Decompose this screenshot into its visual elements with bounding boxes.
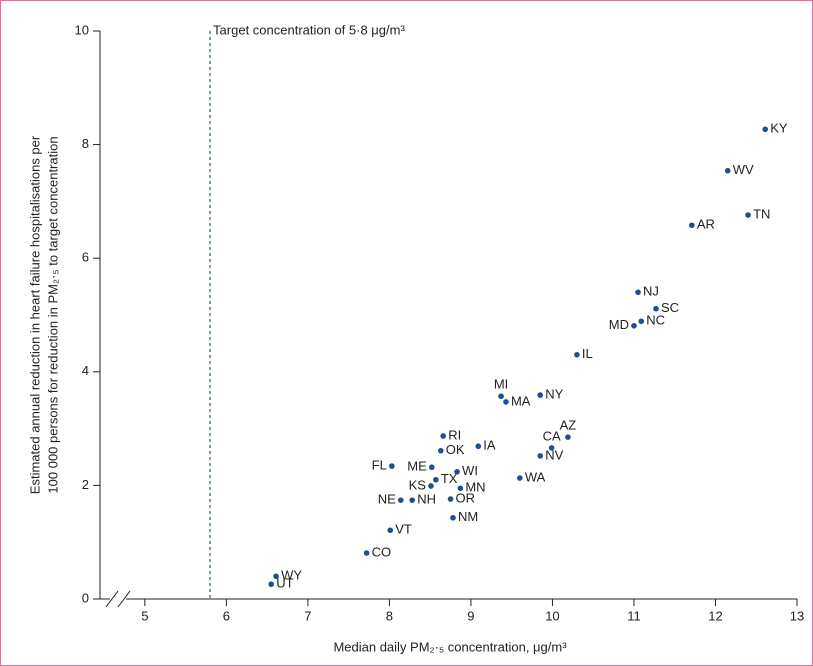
point-label: NV <box>545 447 563 462</box>
point <box>762 126 769 133</box>
x-tick-label: 12 <box>708 608 722 623</box>
point-label: CA <box>543 428 561 443</box>
point-label: CO <box>372 544 392 559</box>
point-label: SC <box>661 300 679 315</box>
x-tick-label: 10 <box>545 608 559 623</box>
point <box>635 289 641 296</box>
point <box>565 434 571 440</box>
x-tick-label: 9 <box>467 608 474 623</box>
point <box>537 453 544 459</box>
point <box>517 475 523 481</box>
point <box>440 433 447 439</box>
point <box>387 527 394 534</box>
point <box>454 468 460 475</box>
x-tick-label: 13 <box>790 608 804 623</box>
y-tick-label: 6 <box>82 250 89 265</box>
point-label: NC <box>646 313 665 328</box>
point <box>398 497 404 503</box>
point-label: UT <box>276 576 293 591</box>
x-tick-label: 8 <box>386 608 393 623</box>
point <box>273 573 279 580</box>
point <box>498 393 504 400</box>
point-label: NJ <box>643 284 659 299</box>
point-label: AZ <box>560 418 577 433</box>
point-label: FL <box>372 458 387 473</box>
x-tick-label: 6 <box>223 608 230 623</box>
point <box>745 212 751 218</box>
point-label: TX <box>441 471 458 486</box>
point <box>689 222 695 229</box>
x-axis-label: Median daily PM₂·₅ concentration, μg/m³ <box>333 639 567 654</box>
point-label: MA <box>511 393 531 408</box>
point <box>447 496 454 502</box>
point <box>548 445 555 451</box>
point <box>428 464 435 471</box>
point-label: WY <box>281 568 302 583</box>
point <box>450 514 456 521</box>
point-label: WV <box>733 162 754 177</box>
point-label: VT <box>395 522 412 537</box>
point-label: NY <box>545 387 563 402</box>
point-label: OK <box>446 442 465 457</box>
y-axis-label: 100 000 persons for reduction in PM₂·₅ t… <box>45 136 60 493</box>
axis-break <box>117 590 131 608</box>
target-label: Target concentration of 5·8 μg/m³ <box>213 22 405 37</box>
point <box>537 392 544 398</box>
y-tick-label: 0 <box>82 590 89 605</box>
point <box>433 476 439 483</box>
point-label: WI <box>462 463 478 478</box>
point-label: NH <box>417 492 436 507</box>
point <box>437 447 444 454</box>
point-label: RI <box>448 427 461 442</box>
point-label: NE <box>378 492 396 507</box>
point-label: NM <box>458 509 478 524</box>
point <box>653 305 659 312</box>
point-label: IL <box>582 346 593 361</box>
x-tick-label: 7 <box>304 608 311 623</box>
point-label: OR <box>456 490 476 505</box>
point-label: ME <box>407 459 427 474</box>
y-tick-label: 2 <box>82 477 89 492</box>
point <box>475 443 482 450</box>
x-tick-label: 11 <box>627 608 641 623</box>
point-label: KY <box>770 121 788 136</box>
point <box>724 167 731 174</box>
point <box>638 318 645 325</box>
y-axis-label: Estimated annual reduction in heart fail… <box>27 135 42 494</box>
axis-break <box>105 590 119 608</box>
point <box>389 463 395 469</box>
point-label: AR <box>697 217 715 232</box>
y-tick-label: 10 <box>75 22 89 37</box>
point-label: MI <box>494 377 508 392</box>
point-label: IA <box>483 438 496 453</box>
point <box>428 483 434 489</box>
point <box>631 322 637 329</box>
point-label: KS <box>409 477 427 492</box>
point <box>503 399 509 405</box>
point <box>268 581 274 588</box>
point <box>574 351 580 358</box>
y-tick-label: 8 <box>82 136 89 151</box>
y-tick-label: 4 <box>82 363 89 378</box>
point <box>363 550 370 556</box>
point-label: MD <box>609 317 629 332</box>
point-label: MN <box>465 480 485 495</box>
point-label: WA <box>525 469 546 484</box>
x-tick-label: 5 <box>141 608 148 623</box>
point <box>457 485 464 492</box>
point-label: TN <box>753 206 770 221</box>
point <box>409 497 416 503</box>
